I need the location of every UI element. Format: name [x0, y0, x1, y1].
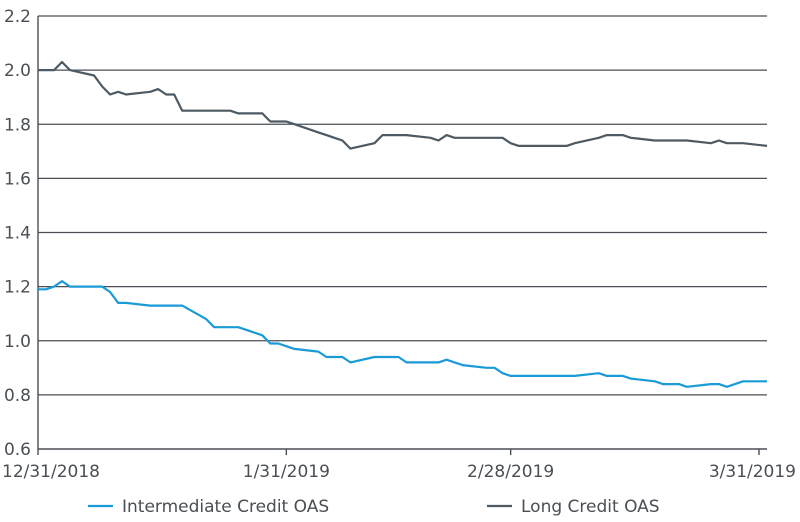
- series-line-long-credit-oas: [38, 60, 768, 150]
- legend: Intermediate Credit OAS Long Credit OAS: [88, 497, 660, 517]
- y-tick-label: 1.6: [4, 169, 31, 189]
- y-tick-label: 0.6: [4, 440, 31, 460]
- y-tick-label: 1.4: [4, 224, 31, 244]
- gridlines: [38, 15, 767, 396]
- series-lines: [38, 60, 768, 388]
- legend-label: Long Credit OAS: [521, 497, 660, 517]
- y-tick-label: 1.8: [4, 115, 31, 135]
- series-line-intermediate-credit-oas: [38, 280, 767, 388]
- y-tick-label: 0.8: [4, 386, 31, 406]
- legend-label: Intermediate Credit OAS: [122, 497, 329, 517]
- x-tick-label: 1/31/2019: [243, 462, 330, 482]
- y-tick-labels: 0.6 0.8 1.0 1.2 1.4 1.6 1.8 2.0 2.2: [4, 7, 31, 460]
- x-tick-labels: 12/31/2018 1/31/2019 2/28/2019 3/31/2019: [2, 462, 796, 482]
- y-tick-label: 1.2: [4, 278, 31, 298]
- x-tick-label: 2/28/2019: [467, 462, 554, 482]
- y-tick-label: 1.0: [4, 332, 31, 352]
- y-tick-label: 2.2: [4, 7, 31, 27]
- x-tick-label: 3/31/2019: [709, 462, 796, 482]
- x-tick-label: 12/31/2018: [2, 462, 100, 482]
- y-tick-label: 2.0: [4, 61, 31, 81]
- axes: [37, 16, 767, 455]
